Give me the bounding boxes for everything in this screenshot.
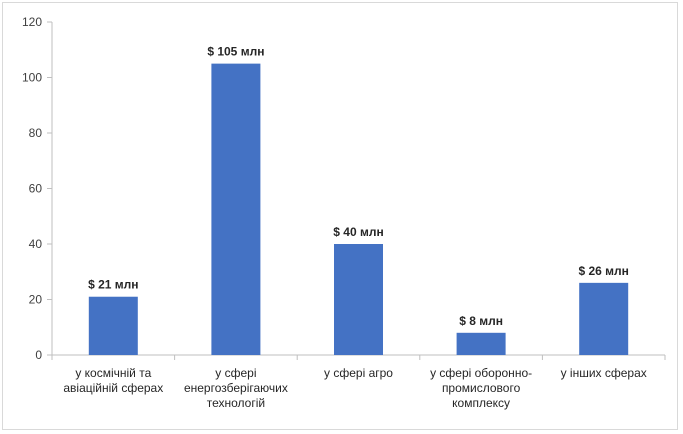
category-label-line: комплексу (452, 396, 510, 410)
data-label: $ 26 млн (578, 264, 628, 278)
data-label: $ 105 млн (207, 45, 264, 59)
category-label: у сфері агро (324, 366, 393, 380)
category-label: у сфері енергозберігаючих технологій (184, 366, 288, 410)
category-label-line: у сфері оборонно- (430, 366, 532, 380)
bar (456, 332, 506, 355)
y-tick-label: 80 (29, 126, 43, 140)
y-tick-label: 40 (29, 237, 43, 251)
y-tick-label: 20 (29, 293, 43, 307)
category-label-line: у космічній та (75, 366, 151, 380)
y-tick-label: 0 (35, 348, 42, 362)
category-label: у сфері оборонно-промислового комплексу (430, 366, 532, 410)
bar (579, 282, 629, 355)
category-label-line: авіаційній сферах (63, 381, 163, 395)
category-label-line: у сфері (215, 366, 256, 380)
category-label-line: промислового (442, 381, 521, 395)
bar (211, 63, 261, 355)
y-tick-label: 100 (22, 71, 42, 85)
data-label: $ 8 млн (459, 314, 503, 328)
category-label-line: у інших сферах (561, 366, 647, 380)
chart-frame (2, 2, 678, 430)
bar (334, 244, 383, 355)
bar (88, 296, 138, 355)
y-tick-label: 120 (22, 15, 42, 29)
category-label-line: технологій (207, 396, 265, 410)
category-label: у космічній та авіаційній сферах (63, 366, 163, 395)
category-label: у інших сферах (561, 366, 647, 380)
category-label-line: енергозберігаючих (184, 381, 288, 395)
y-tick-label: 60 (29, 182, 43, 196)
data-label: $ 40 млн (333, 225, 383, 239)
category-label-line: у сфері агро (324, 366, 393, 380)
data-label: $ 21 млн (88, 278, 138, 292)
